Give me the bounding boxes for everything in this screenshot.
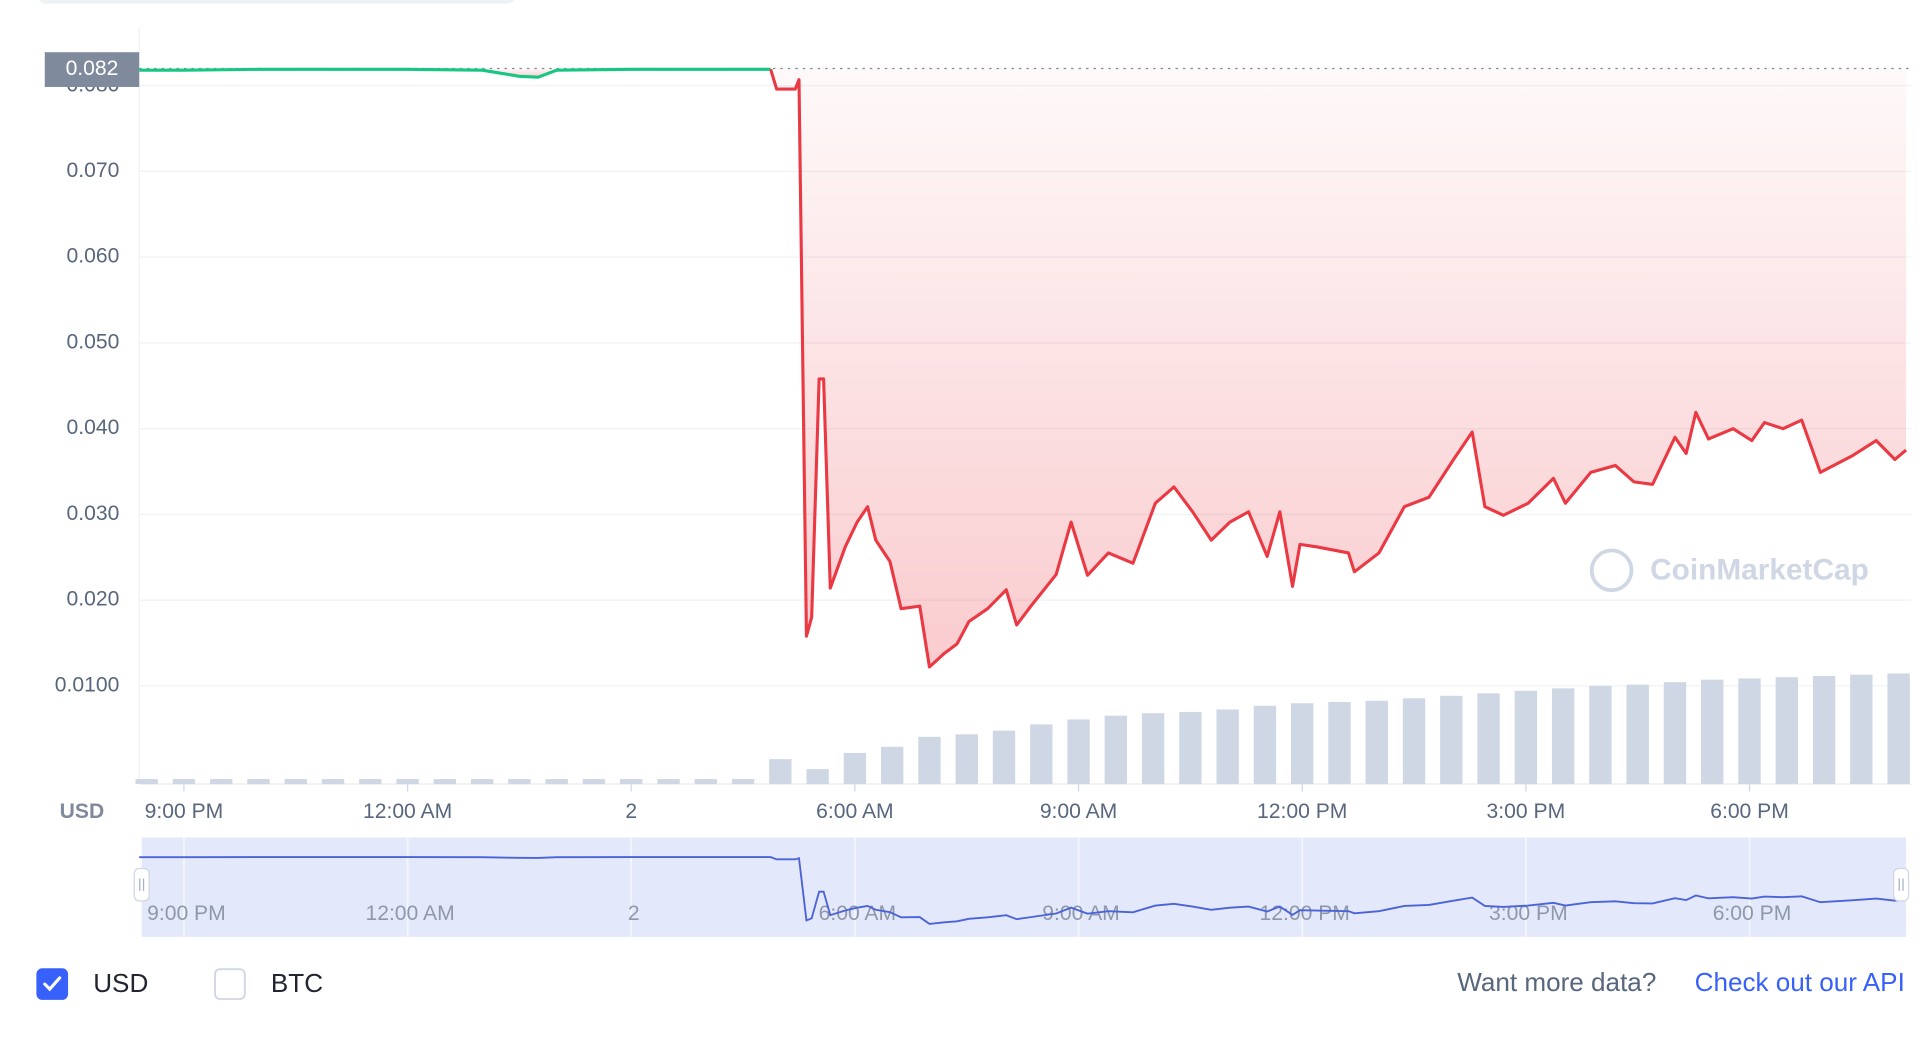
volume-bar xyxy=(1775,677,1798,785)
volume-bar xyxy=(1701,679,1724,785)
volume-bar xyxy=(1030,724,1053,785)
volume-bar xyxy=(1291,703,1314,785)
volume-bar xyxy=(210,779,233,785)
volume-bar xyxy=(396,779,419,785)
volume-bar xyxy=(1216,709,1239,785)
volume-bar xyxy=(1104,715,1128,785)
volume-bar xyxy=(172,779,196,785)
x-tick-label: 12:00 PM xyxy=(1257,800,1347,823)
navigator-tick-label: 12:00 AM xyxy=(365,902,454,925)
volume-bar xyxy=(1589,685,1612,785)
volume-bar xyxy=(843,752,867,785)
volume-bar xyxy=(359,779,382,785)
watermark: CoinMarketCap xyxy=(1650,553,1869,586)
x-tick-label: 12:00 AM xyxy=(363,800,452,823)
y-tick-label: 0.0100 xyxy=(55,673,120,696)
x-tick-label: 9:00 AM xyxy=(1040,800,1117,823)
navigator-handle[interactable] xyxy=(1893,867,1910,902)
navigator-tick-label: 3:00 PM xyxy=(1489,902,1568,925)
volume-bar xyxy=(247,779,270,785)
y-tick-label: 0.050 xyxy=(66,330,119,353)
volume-bar xyxy=(880,746,904,785)
volume-bar xyxy=(1179,711,1202,785)
volume-bar xyxy=(1850,674,1873,785)
x-tick-label: 9:00 PM xyxy=(145,800,224,823)
volume-bar xyxy=(1738,678,1761,785)
volume-bar xyxy=(582,779,606,785)
volume-bar xyxy=(321,779,345,785)
y-tick-label: 0.070 xyxy=(66,159,119,182)
volume-bar xyxy=(1141,713,1165,785)
volume-bar xyxy=(1663,682,1687,785)
y-tick-label: 0.030 xyxy=(66,502,119,525)
footer-text: Want more data? xyxy=(1457,967,1656,997)
navigator-handle[interactable] xyxy=(133,867,150,902)
x-tick-label: 6:00 PM xyxy=(1710,800,1789,823)
option-label[interactable]: BTC xyxy=(271,968,323,998)
volume-bar xyxy=(918,736,941,785)
navigator-tick-label: 2 xyxy=(628,902,640,925)
x-tick-label: 6:00 AM xyxy=(816,800,893,823)
y-tick-label: 0.060 xyxy=(66,245,119,268)
volume-bar xyxy=(1887,673,1910,785)
volume-bar xyxy=(284,779,307,785)
volume-bar xyxy=(433,779,457,785)
navigator-bg xyxy=(141,837,1907,937)
y-tick-label: 0.040 xyxy=(66,416,119,439)
checkbox[interactable] xyxy=(214,968,246,1000)
volume-bar xyxy=(1067,719,1090,785)
navigator-tick-label: 6:00 AM xyxy=(819,902,896,925)
volume-bar xyxy=(470,779,494,785)
price-line xyxy=(769,68,1908,669)
volume-bar xyxy=(545,779,568,785)
volume-bar xyxy=(1253,705,1277,785)
volume-bar xyxy=(731,779,755,785)
volume-bar xyxy=(769,759,792,785)
open-price-label: 0.082 xyxy=(66,57,119,80)
volume-bar xyxy=(1626,684,1649,785)
volume-bar xyxy=(1328,702,1351,785)
x-tick-label: 3:00 PM xyxy=(1487,800,1566,823)
price-area xyxy=(770,68,1907,667)
volume-bar xyxy=(1551,688,1575,785)
volume-bar xyxy=(620,779,643,785)
navigator-tick-label: 6:00 PM xyxy=(1713,902,1792,925)
volume-bar xyxy=(1477,693,1500,785)
volume-bar xyxy=(955,734,978,785)
volume-bar xyxy=(806,769,829,785)
volume-bar xyxy=(992,730,1016,785)
currency-label: USD xyxy=(60,800,105,823)
checkmark xyxy=(43,976,62,992)
top-pill xyxy=(38,0,515,4)
navigator-tick-label: 12:00 PM xyxy=(1260,902,1350,925)
open-price-badge xyxy=(44,52,140,87)
navigator-tick-label: 9:00 PM xyxy=(147,902,226,925)
volume-bar xyxy=(1514,690,1538,785)
volume-bar xyxy=(135,779,158,785)
navigator-line xyxy=(139,856,1907,925)
navigator-tick-label: 9:00 AM xyxy=(1042,902,1119,925)
api-link[interactable]: Check out our API xyxy=(1695,967,1905,997)
watermark-logo xyxy=(1589,548,1634,593)
volume-bar xyxy=(694,779,717,785)
volume-bar xyxy=(1440,695,1463,785)
x-tick-label: 2 xyxy=(625,800,637,823)
volume-bar xyxy=(1402,698,1426,785)
volume-bar xyxy=(1365,700,1388,785)
volume-bar xyxy=(508,779,531,785)
y-tick-label: 0.020 xyxy=(66,588,119,611)
option-label[interactable]: USD xyxy=(93,968,148,998)
price-line xyxy=(139,67,771,79)
volume-bar xyxy=(657,779,680,785)
volume-bar xyxy=(1812,675,1836,785)
